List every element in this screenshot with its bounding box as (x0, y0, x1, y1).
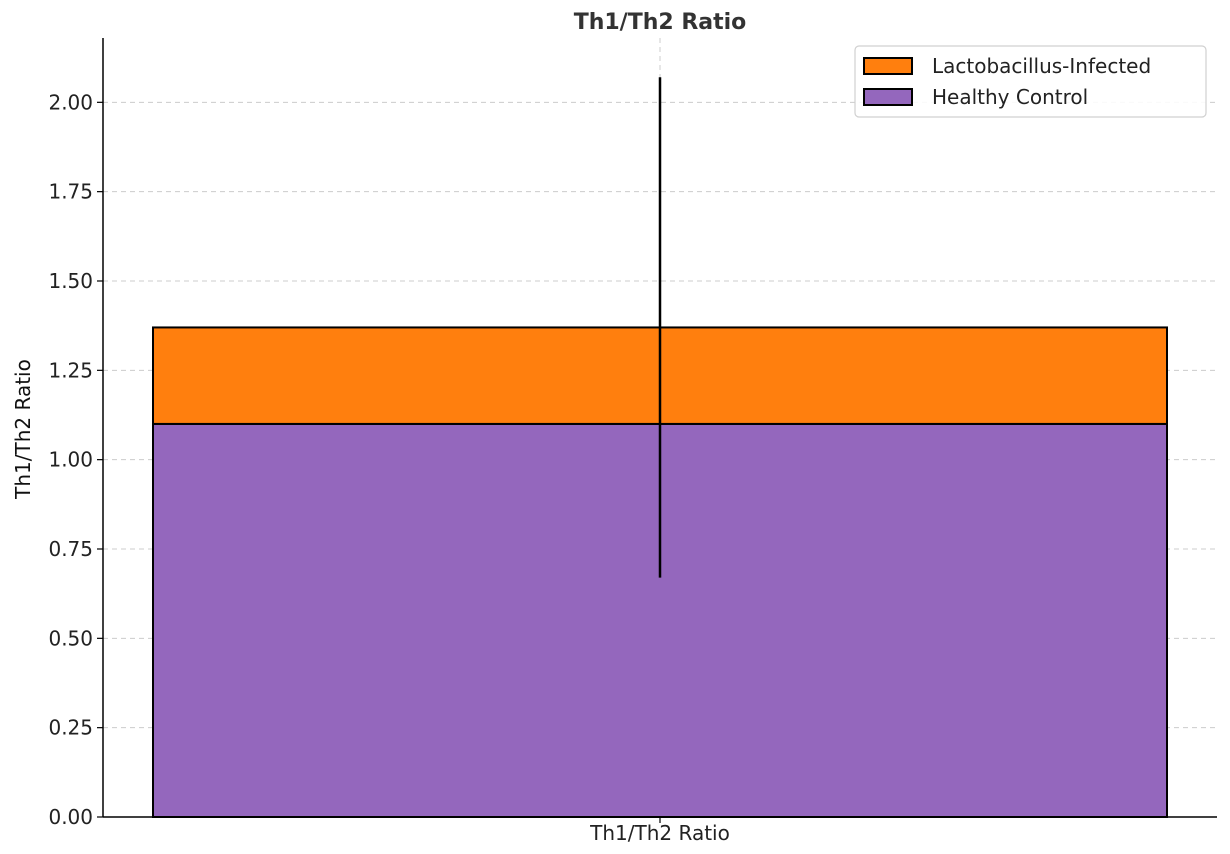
chart-title: Th1/Th2 Ratio (574, 10, 747, 35)
y-tick-label: 2.00 (48, 90, 93, 114)
legend: Lactobacillus-Infected Healthy Control (854, 45, 1207, 118)
y-tick-layer: 0.00 0.25 0.50 0.75 1.00 1.25 1.50 1.75 2.00 (48, 90, 103, 829)
y-tick-label: 0.00 (48, 805, 93, 829)
legend-label: Healthy Control (932, 85, 1088, 109)
y-axis-label: Th1/Th2 Ratio (11, 359, 35, 500)
legend-box (854, 45, 1207, 118)
y-tick-label: 1.25 (48, 358, 93, 382)
y-tick-label: 0.75 (48, 537, 93, 561)
legend-label: Lactobacillus-Infected (932, 54, 1151, 78)
y-tick-label: 0.50 (48, 626, 93, 650)
y-tick-label: 1.00 (48, 448, 93, 472)
legend-swatch (863, 88, 913, 106)
x-tick-label: Th1/Th2 Ratio (589, 821, 730, 845)
bar-layer (152, 326, 1168, 818)
y-tick-label: 0.25 (48, 716, 93, 740)
legend-swatch (863, 57, 913, 75)
y-tick-label: 1.75 (48, 180, 93, 204)
y-tick-label: 1.50 (48, 269, 93, 293)
x-tick-layer: Th1/Th2 Ratio (589, 817, 730, 845)
